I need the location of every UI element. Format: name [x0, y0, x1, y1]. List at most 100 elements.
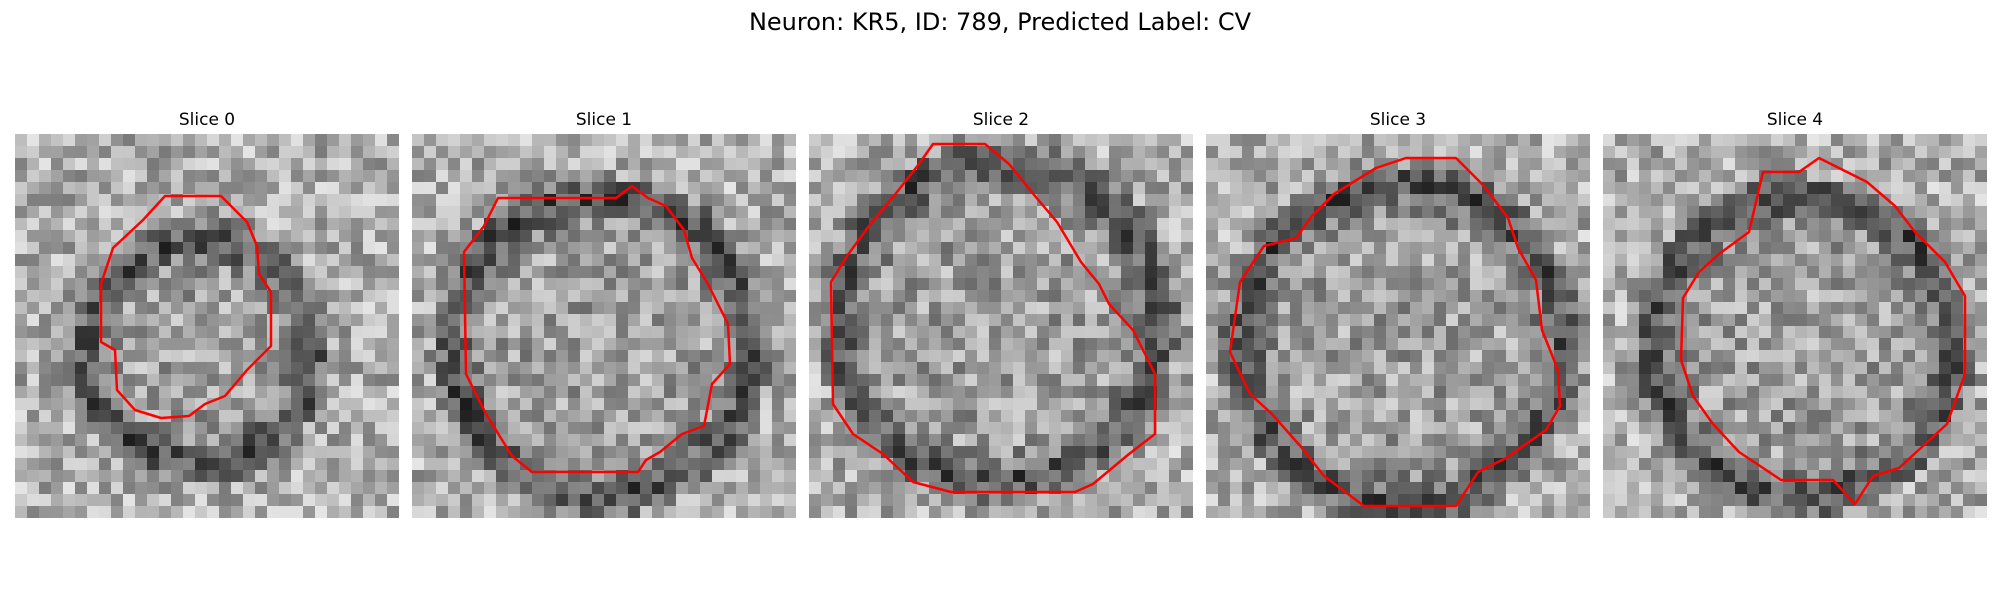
- pixel-cell: [1266, 326, 1279, 339]
- pixel-cell: [135, 218, 148, 231]
- pixel-cell: [1434, 458, 1447, 471]
- pixel-cell: [1133, 422, 1146, 435]
- pixel-cell: [1795, 182, 1808, 195]
- pixel-cell: [99, 446, 112, 459]
- pixel-cell: [1085, 302, 1098, 315]
- pixel-cell: [327, 302, 340, 315]
- pixel-cell: [51, 230, 64, 243]
- pixel-cell: [1121, 170, 1134, 183]
- pixel-cell: [532, 242, 545, 255]
- pixel-cell: [123, 302, 136, 315]
- pixel-cell: [1819, 146, 1832, 159]
- pixel-cell: [135, 446, 148, 459]
- pixel-cell: [1362, 398, 1375, 411]
- pixel-cell: [279, 506, 292, 518]
- pixel-cell: [387, 338, 399, 351]
- pixel-cell: [231, 314, 244, 327]
- pixel-cell: [87, 314, 100, 327]
- pixel-cell: [1975, 422, 1987, 435]
- pixel-cell: [905, 230, 918, 243]
- pixel-cell: [869, 386, 882, 399]
- pixel-cell: [929, 374, 942, 387]
- pixel-cell: [748, 470, 761, 483]
- pixel-cell: [1218, 386, 1231, 399]
- pixel-cell: [1566, 218, 1579, 231]
- pixel-cell: [736, 314, 749, 327]
- pixel-cell: [1807, 362, 1820, 375]
- pixel-cell: [195, 446, 208, 459]
- pixel-cell: [1711, 410, 1724, 423]
- pixel-cell: [1446, 290, 1459, 303]
- pixel-cell: [327, 494, 340, 507]
- pixel-cell: [532, 482, 545, 495]
- pixel-cell: [1603, 338, 1616, 351]
- pixel-cell: [375, 242, 388, 255]
- pixel-cell: [1302, 134, 1315, 147]
- pixel-cell: [183, 182, 196, 195]
- pixel-cell: [303, 302, 316, 315]
- pixel-cell: [989, 134, 1002, 147]
- pixel-cell: [51, 398, 64, 411]
- pixel-cell: [1651, 410, 1664, 423]
- pixel-cell: [580, 338, 593, 351]
- pixel-cell: [1314, 350, 1327, 363]
- pixel-cell: [1627, 422, 1640, 435]
- pixel-cell: [893, 158, 906, 171]
- pixel-cell: [135, 458, 148, 471]
- pixel-cell: [1482, 158, 1495, 171]
- pixel-cell: [1458, 374, 1471, 387]
- pixel-cell: [303, 362, 316, 375]
- pixel-cell: [1951, 194, 1964, 207]
- pixel-cell: [1687, 374, 1700, 387]
- pixel-cell: [1145, 170, 1158, 183]
- pixel-cell: [1037, 422, 1050, 435]
- pixel-cell: [1759, 146, 1772, 159]
- pixel-cell: [905, 158, 918, 171]
- pixel-cell: [1735, 134, 1748, 147]
- pixel-cell: [1073, 458, 1086, 471]
- pixel-cell: [664, 494, 677, 507]
- pixel-cell: [1218, 362, 1231, 375]
- pixel-cell: [736, 410, 749, 423]
- pixel-cell: [905, 362, 918, 375]
- pixel-cell: [363, 338, 376, 351]
- pixel-cell: [315, 302, 328, 315]
- pixel-cell: [219, 254, 232, 267]
- pixel-cell: [195, 254, 208, 267]
- pixel-cell: [544, 482, 557, 495]
- pixel-cell: [219, 146, 232, 159]
- pixel-cell: [1025, 350, 1038, 363]
- pixel-cell: [1915, 266, 1928, 279]
- pixel-cell: [207, 506, 220, 518]
- pixel-cell: [1783, 314, 1796, 327]
- pixel-cell: [1109, 278, 1122, 291]
- pixel-cell: [1639, 254, 1652, 267]
- pixel-cell: [953, 386, 966, 399]
- pixel-cell: [604, 206, 617, 219]
- pixel-cell: [87, 482, 100, 495]
- pixel-cell: [1651, 350, 1664, 363]
- pixel-cell: [135, 350, 148, 363]
- pixel-cell: [1386, 290, 1399, 303]
- pixel-cell: [1398, 386, 1411, 399]
- pixel-cell: [821, 194, 834, 207]
- pixel-cell: [640, 482, 653, 495]
- pixel-cell: [640, 290, 653, 303]
- pixel-cell: [1819, 446, 1832, 459]
- pixel-cell: [772, 230, 785, 243]
- pixel-cell: [1374, 446, 1387, 459]
- segmentation-contour: [1228, 156, 1562, 508]
- pixel-cell: [363, 230, 376, 243]
- pixel-cell: [1025, 170, 1038, 183]
- pixel-cell: [556, 134, 569, 147]
- pixel-cell: [905, 242, 918, 255]
- pixel-cell: [1963, 146, 1976, 159]
- pixel-cell: [111, 470, 124, 483]
- pixel-cell: [1747, 146, 1760, 159]
- pixel-cell: [1687, 254, 1700, 267]
- pixel-cell: [977, 230, 990, 243]
- pixel-cell: [905, 386, 918, 399]
- pixel-cell: [1230, 422, 1243, 435]
- pixel-cell: [1434, 446, 1447, 459]
- pixel-cell: [1482, 134, 1495, 147]
